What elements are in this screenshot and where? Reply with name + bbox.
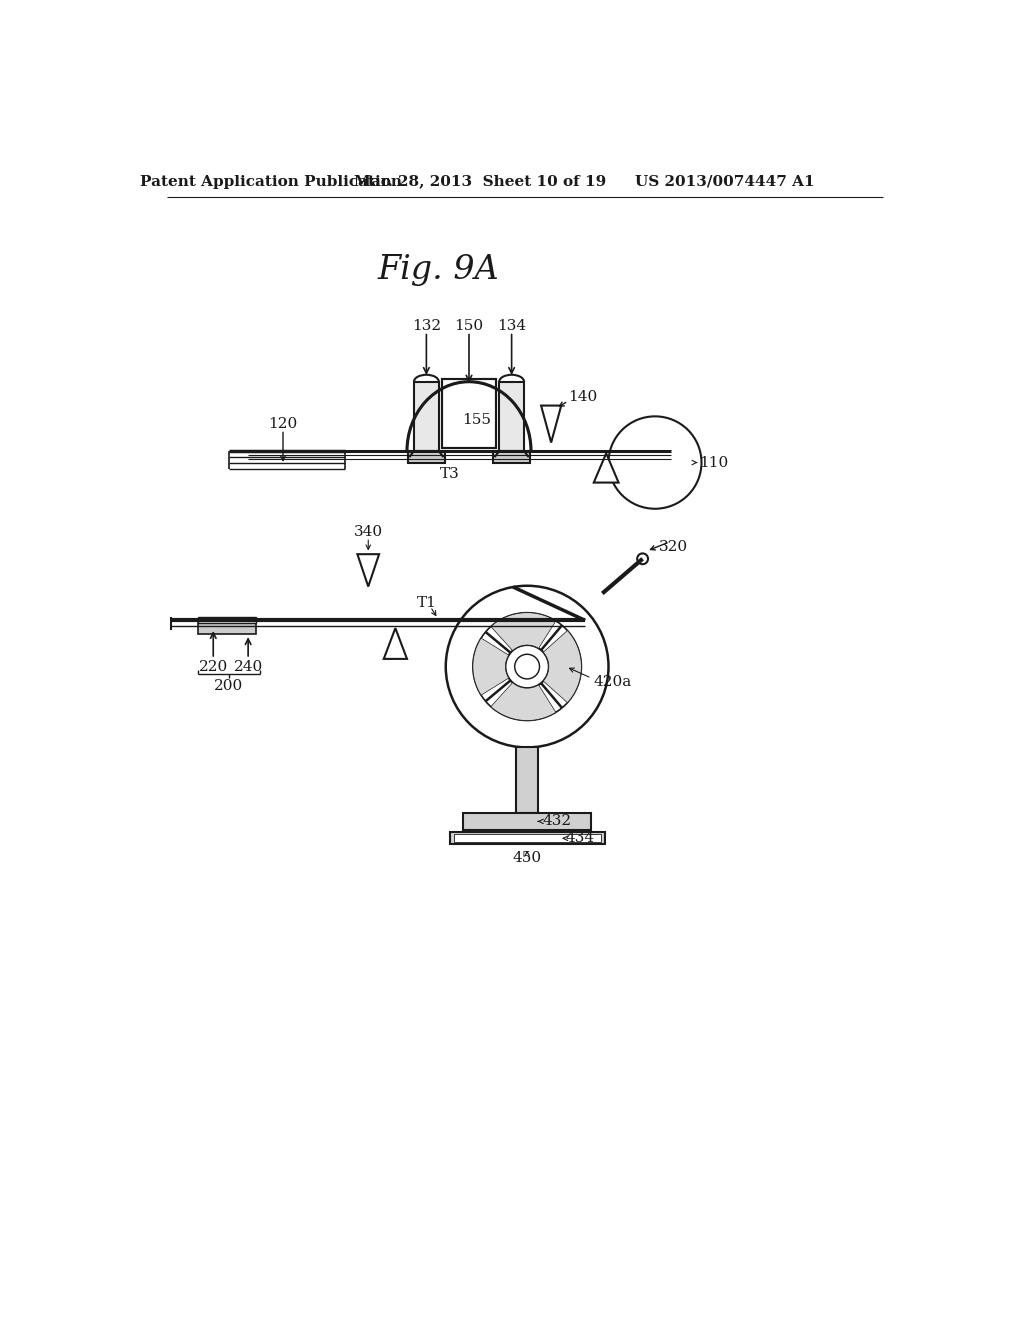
Text: Patent Application Publication: Patent Application Publication <box>140 174 402 189</box>
Text: 420a: 420a <box>593 675 631 689</box>
Text: 320: 320 <box>659 540 688 554</box>
Circle shape <box>515 655 540 678</box>
Polygon shape <box>384 628 407 659</box>
Polygon shape <box>594 453 618 483</box>
Bar <box>463 813 591 830</box>
Text: 434: 434 <box>566 832 595 845</box>
Bar <box>198 618 256 623</box>
Polygon shape <box>544 631 582 702</box>
Bar <box>408 451 445 463</box>
Bar <box>198 623 256 635</box>
Circle shape <box>608 416 701 508</box>
Text: 134: 134 <box>497 319 526 333</box>
Bar <box>493 451 530 463</box>
Text: 155: 155 <box>462 413 492 428</box>
Text: T1: T1 <box>417 597 436 610</box>
Text: Mar. 28, 2013  Sheet 10 of 19: Mar. 28, 2013 Sheet 10 of 19 <box>354 174 607 189</box>
Text: 432: 432 <box>543 814 571 829</box>
Circle shape <box>506 645 549 688</box>
Polygon shape <box>490 612 556 651</box>
Circle shape <box>445 586 608 747</box>
Text: 150: 150 <box>455 319 483 333</box>
Bar <box>450 832 604 845</box>
Circle shape <box>473 612 582 721</box>
Polygon shape <box>473 638 509 696</box>
Text: 140: 140 <box>568 391 597 404</box>
Bar <box>414 381 438 451</box>
Text: Fig. 9A: Fig. 9A <box>377 253 499 286</box>
Polygon shape <box>541 405 561 442</box>
Bar <box>442 379 496 447</box>
Polygon shape <box>490 682 556 721</box>
Text: 120: 120 <box>268 417 298 432</box>
Bar <box>516 747 538 813</box>
Bar <box>500 381 524 451</box>
Polygon shape <box>357 554 379 586</box>
Text: 220: 220 <box>199 660 228 673</box>
Text: US 2013/0074447 A1: US 2013/0074447 A1 <box>635 174 814 189</box>
Text: 200: 200 <box>214 678 244 693</box>
Text: 240: 240 <box>233 660 263 673</box>
Circle shape <box>637 553 648 564</box>
Bar <box>442 379 496 447</box>
Text: 110: 110 <box>699 455 728 470</box>
Text: 450: 450 <box>513 851 542 866</box>
Text: 132: 132 <box>412 319 441 333</box>
Bar <box>454 834 601 842</box>
Text: 340: 340 <box>353 525 383 539</box>
Text: T3: T3 <box>439 467 460 480</box>
